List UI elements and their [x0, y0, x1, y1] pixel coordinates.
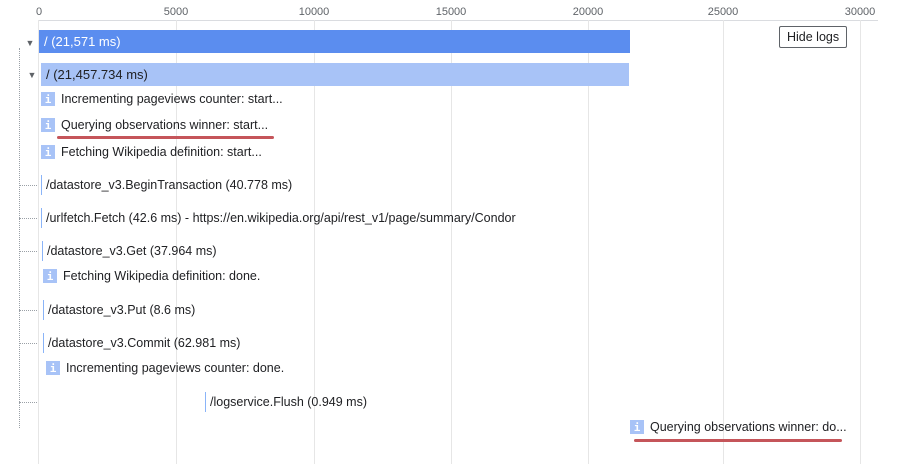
span-label: /urlfetch.Fetch (42.6 ms) - https://en.w… [46, 211, 516, 225]
gridline [723, 20, 724, 464]
log-entry: i Querying observations winner: start... [41, 118, 268, 132]
span-label: /datastore_v3.Get (37.964 ms) [47, 244, 217, 258]
axis-tick-label: 5000 [163, 6, 189, 18]
log-text: Querying observations winner: do... [650, 420, 847, 434]
info-icon: i [41, 92, 55, 106]
tree-connector [19, 48, 20, 428]
span-row[interactable]: /urlfetch.Fetch (42.6 ms) - https://en.w… [41, 208, 516, 228]
tree-connector [19, 343, 37, 344]
span-row[interactable]: /logservice.Flush (0.949 ms) [205, 392, 367, 412]
span-row[interactable]: /datastore_v3.BeginTransaction (40.778 m… [41, 175, 292, 195]
log-entry: i Incrementing pageviews counter: done. [46, 361, 284, 375]
log-entry: i Fetching Wikipedia definition: done. [43, 269, 260, 283]
axis-tick-label: 30000 [844, 6, 876, 18]
caret-down-icon[interactable]: ▼ [27, 70, 37, 80]
span-duration-mark [205, 392, 206, 412]
highlight-underline [57, 136, 274, 139]
span-duration-mark [41, 175, 42, 195]
tree-connector [19, 185, 37, 186]
axis-tick-label: 0 [36, 6, 43, 18]
span-label: /logservice.Flush (0.949 ms) [210, 395, 368, 409]
span-row[interactable]: /datastore_v3.Put (8.6 ms) [43, 300, 195, 320]
span-duration-mark [43, 300, 44, 320]
axis-tick-label: 10000 [298, 6, 330, 18]
span-duration-mark [41, 208, 42, 228]
log-entry: i Querying observations winner: do... [630, 420, 847, 434]
span-duration-mark [43, 333, 44, 353]
tree-connector [19, 310, 37, 311]
axis-tick-label: 25000 [707, 6, 739, 18]
log-text: Incrementing pageviews counter: start... [61, 92, 283, 106]
gridline [314, 20, 315, 464]
span-label: /datastore_v3.BeginTransaction (40.778 m… [46, 178, 293, 192]
gridline [176, 20, 177, 464]
log-text: Querying observations winner: start... [61, 118, 269, 132]
axis-tick-label: 20000 [572, 6, 604, 18]
gridline [38, 20, 39, 464]
gridline [860, 20, 861, 464]
span-row[interactable]: /datastore_v3.Commit (62.981 ms) [43, 333, 240, 353]
info-icon: i [41, 145, 55, 159]
highlight-underline [634, 439, 842, 442]
span-label: / (21,571 ms) [44, 34, 121, 49]
gridline [451, 20, 452, 464]
tree-connector [19, 402, 37, 403]
tree-connector [19, 218, 37, 219]
info-icon: i [630, 420, 644, 434]
info-icon: i [46, 361, 60, 375]
span-duration-mark [42, 241, 43, 261]
axis-tick-label: 15000 [435, 6, 467, 18]
log-entry: i Incrementing pageviews counter: start.… [41, 92, 283, 106]
span-label: /datastore_v3.Put (8.6 ms) [48, 303, 196, 317]
log-text: Fetching Wikipedia definition: done. [63, 269, 261, 283]
axis-line [38, 20, 878, 21]
span-label: / (21,457.734 ms) [46, 67, 148, 82]
log-text: Incrementing pageviews counter: done. [66, 361, 285, 375]
log-text: Fetching Wikipedia definition: start... [61, 145, 262, 159]
info-icon: i [43, 269, 57, 283]
root-span-bar[interactable]: / (21,571 ms) [39, 30, 630, 53]
log-entry: i Fetching Wikipedia definition: start..… [41, 145, 262, 159]
caret-down-icon[interactable]: ▼ [25, 38, 35, 48]
hide-logs-button[interactable]: Hide logs [779, 26, 848, 48]
gridline [588, 20, 589, 464]
span-label: /datastore_v3.Commit (62.981 ms) [48, 336, 241, 350]
info-icon: i [41, 118, 55, 132]
child-span-bar[interactable]: / (21,457.734 ms) [41, 63, 629, 86]
tree-connector [19, 251, 37, 252]
span-row[interactable]: /datastore_v3.Get (37.964 ms) [42, 241, 217, 261]
